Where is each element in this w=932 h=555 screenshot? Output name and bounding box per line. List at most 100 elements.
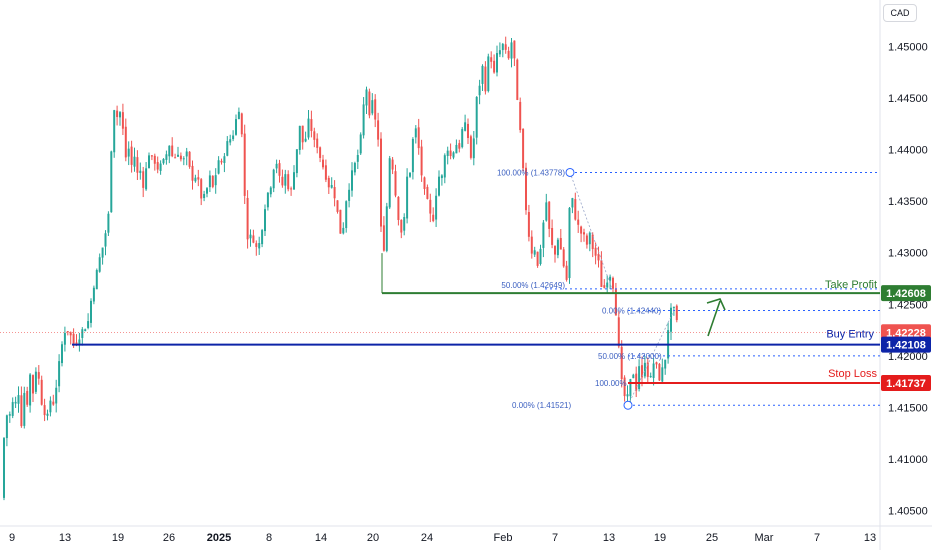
- stop-loss-tag: [881, 374, 931, 391]
- y-tick-label: 1.42000: [888, 351, 928, 363]
- candle-body: [177, 154, 179, 157]
- x-tick-label: 13: [603, 532, 615, 544]
- stop-loss-tag-text: 1.41737: [886, 378, 926, 390]
- candle-body: [646, 362, 649, 377]
- candle-body: [565, 265, 568, 280]
- candle-body: [101, 247, 104, 258]
- fib-diagonal-top: [569, 172, 613, 290]
- candle-body: [249, 234, 252, 239]
- candle-body: [258, 243, 261, 249]
- candle-body: [66, 331, 69, 333]
- candles: [3, 36, 678, 501]
- candle-body: [145, 168, 148, 190]
- candle-body: [458, 143, 461, 149]
- candle-body: [301, 125, 304, 143]
- candle-body: [133, 156, 136, 167]
- candle-body: [588, 232, 591, 245]
- candle-body: [493, 60, 496, 73]
- candle-body: [368, 91, 371, 116]
- x-tick-label: 2025: [207, 532, 231, 544]
- candle-body: [229, 139, 232, 143]
- candle-body: [92, 287, 95, 302]
- candle-body: [304, 138, 307, 142]
- candle-body: [603, 285, 606, 288]
- candle-body: [504, 44, 507, 50]
- x-tick-label: 24: [421, 532, 433, 544]
- candle-body: [90, 300, 92, 323]
- bullish-arrow-shaft: [707, 300, 721, 337]
- take-profit-tag-text: 1.42608: [886, 288, 926, 300]
- candle-body: [568, 207, 571, 279]
- x-tick-label: 7: [552, 532, 558, 544]
- y-tick-label: 1.41000: [888, 454, 928, 466]
- current-price-tag-text: 1.42228: [886, 327, 926, 339]
- fib-diagonal-bottom: [627, 310, 675, 406]
- candle-body: [600, 260, 603, 287]
- x-tick-label: 7: [814, 532, 820, 544]
- axes: 1.45000 1.44500 1.44000 1.43500 1.43000 1.425…: [9, 41, 931, 544]
- candle-body: [391, 159, 394, 170]
- candle-body: [426, 186, 429, 199]
- candle-body: [269, 187, 272, 195]
- candle-body: [606, 282, 609, 288]
- take-profit-label: Take Profit: [825, 279, 877, 291]
- candle-body: [246, 197, 249, 240]
- candle-body: [446, 150, 449, 157]
- candle-body: [562, 249, 565, 267]
- fib-anchor-top: [565, 167, 575, 177]
- candle-body: [63, 333, 66, 345]
- candle-body: [556, 239, 559, 256]
- fib-anchor-bottom: [623, 400, 633, 410]
- candle-body: [339, 209, 342, 234]
- candle-body: [179, 155, 182, 160]
- candle-body: [397, 196, 400, 220]
- candle-body: [165, 154, 168, 160]
- candle-body: [348, 189, 351, 201]
- candle-body: [481, 65, 484, 84]
- x-tick-label: Mar: [755, 532, 774, 544]
- candle-body: [84, 329, 87, 332]
- candle-body: [423, 177, 426, 189]
- candle-body: [46, 413, 49, 416]
- candle-body: [652, 363, 655, 378]
- x-tick-label: 19: [112, 532, 124, 544]
- x-tick-label: 9: [9, 532, 15, 544]
- candle-body: [191, 165, 194, 181]
- candle-body: [29, 374, 32, 406]
- candle-body: [220, 160, 223, 163]
- candle-body: [17, 395, 20, 404]
- currency-button[interactable]: CAD: [883, 4, 917, 22]
- candle-body: [182, 158, 185, 160]
- bullish-arrow-head: [706, 298, 726, 311]
- fib-label-50-right: 50.00% (1.42000): [598, 352, 662, 361]
- candle-body: [264, 209, 266, 232]
- candle-body: [3, 438, 5, 498]
- candle-body: [594, 247, 597, 256]
- candle-body: [43, 405, 46, 416]
- candle-body: [281, 176, 284, 186]
- candle-body: [530, 236, 533, 254]
- candle-body: [400, 219, 403, 233]
- candle-body: [52, 401, 55, 405]
- candle-body: [455, 144, 458, 154]
- candle-body: [507, 50, 510, 59]
- candle-body: [496, 53, 498, 73]
- candle-body: [32, 375, 34, 394]
- candle-body: [293, 172, 295, 190]
- candle-body: [223, 156, 226, 164]
- candle-body: [327, 177, 330, 188]
- candle-body: [620, 346, 623, 380]
- candle-body: [298, 125, 301, 150]
- candle-body: [655, 362, 658, 365]
- candle-body: [516, 59, 519, 100]
- candle-body: [266, 192, 269, 208]
- candle-body: [469, 136, 472, 158]
- candle-body: [188, 151, 191, 167]
- candle-body: [478, 85, 481, 96]
- candle-body: [672, 306, 675, 308]
- candle-body: [78, 339, 81, 346]
- candle-body: [612, 277, 614, 289]
- candle-body: [510, 42, 513, 59]
